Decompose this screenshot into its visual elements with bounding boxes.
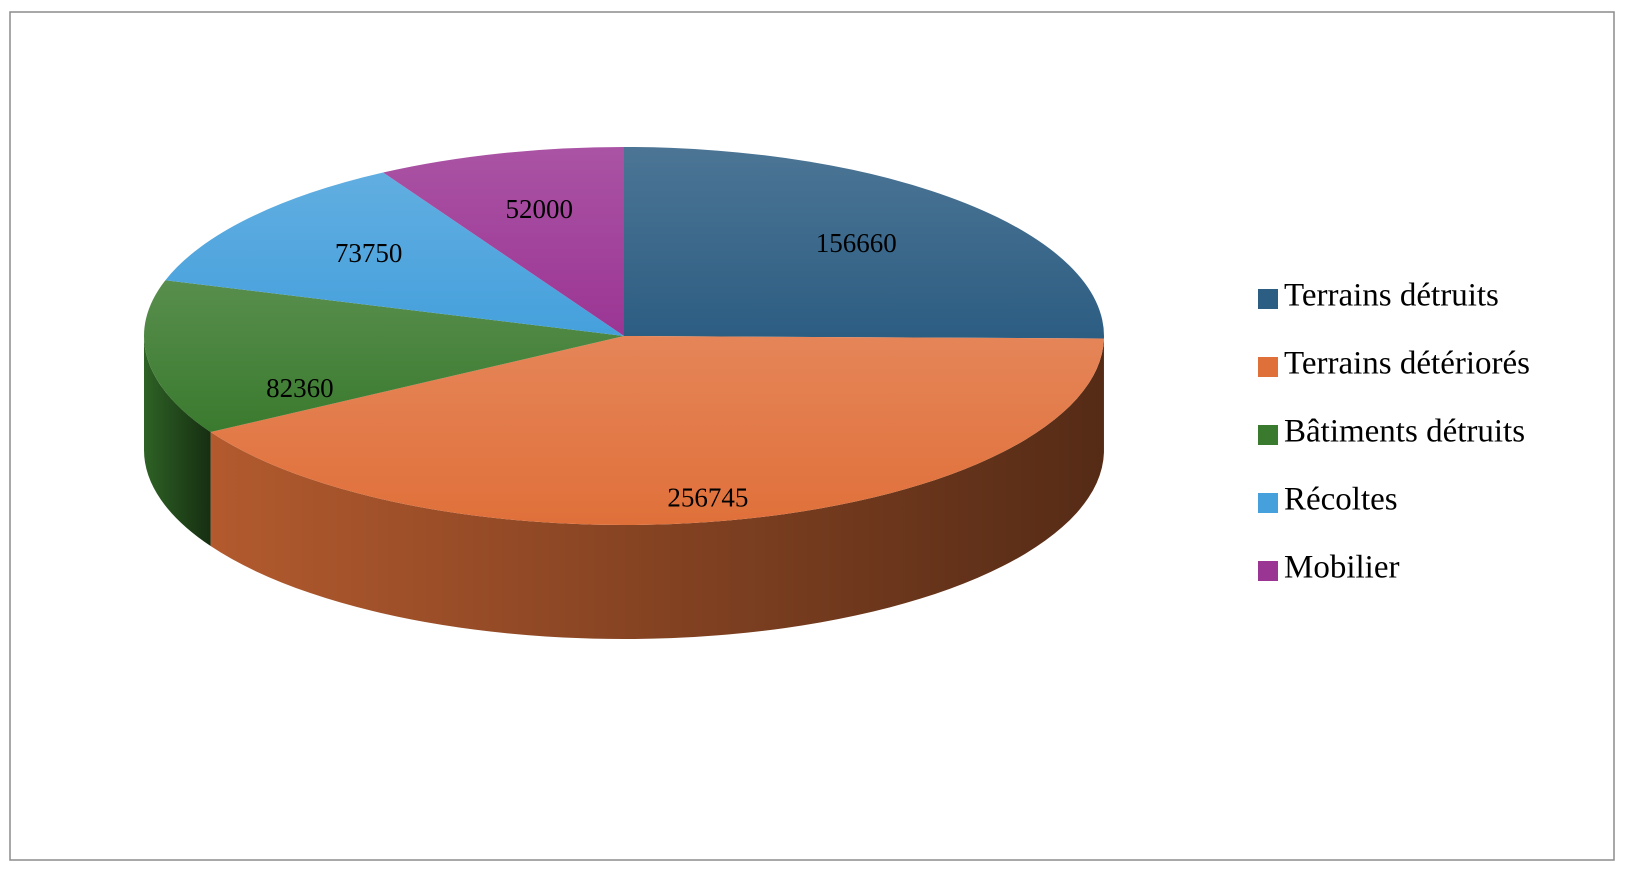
legend-swatch	[1258, 493, 1278, 513]
legend-label: Récoltes	[1284, 482, 1398, 518]
data-label: 156660	[816, 228, 897, 258]
legend-swatch	[1258, 357, 1278, 377]
legend-swatch	[1258, 289, 1278, 309]
legend-swatch	[1258, 425, 1278, 445]
data-label: 256745	[667, 482, 748, 512]
legend-label: Terrains détruits	[1284, 278, 1499, 314]
data-label: 82360	[266, 373, 334, 403]
slice-tops	[144, 147, 1104, 525]
legend-label: Terrains détériorés	[1284, 346, 1530, 382]
legend-label: Bâtiments détruits	[1284, 414, 1525, 450]
data-label: 52000	[505, 194, 573, 224]
legend-swatch	[1258, 561, 1278, 581]
legend-label: Mobilier	[1284, 550, 1399, 586]
data-label: 73750	[335, 238, 403, 268]
